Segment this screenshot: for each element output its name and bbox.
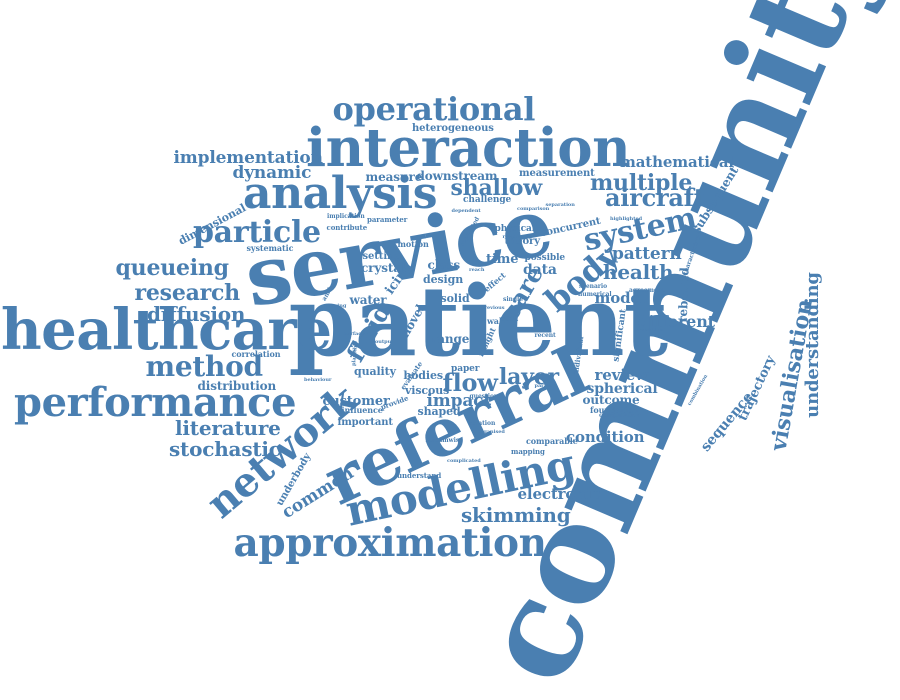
word-wall: wall: [487, 316, 505, 326]
word-condition: condition: [566, 427, 645, 446]
word-scenario: scenario: [579, 283, 608, 290]
word-performance: performance: [14, 379, 297, 426]
word-spherical: spherical: [586, 381, 658, 397]
word-stochastic: stochastic: [169, 437, 281, 461]
word-implication: implication: [327, 213, 365, 220]
word-impact: impact: [426, 390, 492, 411]
word-complicated: complicated: [447, 457, 481, 464]
word-time: time: [486, 251, 519, 267]
word-multiple: multiple: [590, 170, 693, 196]
word-possible: possible: [524, 252, 566, 263]
word-rotation: rotation: [468, 420, 496, 427]
word-correlation: correlation: [231, 349, 281, 359]
word-mapping: mapping: [511, 446, 545, 456]
word-researcher: researcher: [635, 326, 665, 333]
word-electronic: electronic: [517, 484, 601, 503]
word-crystal: crystal: [361, 261, 406, 275]
word-motion: motion: [397, 239, 429, 249]
word-shaped: shaped: [417, 404, 461, 418]
word-quality: quality: [354, 364, 396, 378]
word-previous: previous: [481, 304, 505, 311]
word-dynamic: dynamic: [232, 162, 312, 183]
word-diffusion: diffusion: [147, 302, 246, 326]
word-class: class: [427, 258, 461, 272]
word-design: design: [423, 272, 464, 286]
word-skimming: skimming: [461, 503, 571, 527]
word-parameter: parameter: [367, 214, 408, 224]
word-data: data: [523, 262, 557, 278]
word-approximation: approximation: [233, 519, 547, 566]
word-measure: measure: [365, 170, 423, 184]
word-outcome: outcome: [582, 393, 640, 407]
word-distribution: distribution: [197, 379, 277, 393]
word-influence: influence: [341, 405, 383, 415]
word-research: research: [134, 280, 241, 306]
word-reach: reach: [469, 266, 485, 273]
word-method: method: [145, 350, 264, 383]
word-measurement: measurement: [519, 168, 595, 179]
word-review: review: [594, 365, 649, 384]
word-comparison: comparison: [517, 205, 550, 212]
word-operational: operational: [332, 90, 536, 128]
word-important: important: [337, 417, 394, 428]
word-response: response: [502, 233, 528, 240]
word-separation: separation: [545, 201, 575, 208]
word-physical: physical: [494, 223, 536, 234]
word-health: health: [603, 260, 674, 284]
word-moving: moving: [326, 302, 347, 309]
word-single: single: [503, 296, 523, 303]
word-range: range: [431, 332, 470, 346]
word-solid: solid: [440, 291, 470, 305]
word-surface: surface: [344, 330, 365, 337]
word-understanding: understanding: [801, 272, 823, 418]
word-viscous: viscous: [405, 383, 450, 397]
word-particle: particle: [193, 215, 321, 250]
word-contribute: contribute: [326, 222, 368, 232]
word-output: output: [375, 338, 394, 345]
word-pattern: pattern: [612, 243, 682, 264]
word-literature: literature: [175, 416, 281, 440]
word-agreement: agreement: [629, 287, 665, 294]
word-organised: organised: [477, 428, 505, 435]
word-recent: recent: [534, 332, 556, 339]
word-healthcare: healthcare: [1, 297, 332, 363]
word-downstream: downstream: [416, 169, 498, 183]
word-theory: theory: [504, 236, 541, 247]
word-streamwise: streamwise: [425, 437, 463, 444]
word-numerical: numerical: [578, 291, 612, 298]
word-analysis: analysis: [243, 168, 438, 219]
word-model: model: [594, 288, 646, 307]
word-behaviour: behaviour: [304, 376, 332, 383]
word-heterogeneous: heterogeneous: [412, 123, 494, 134]
word-understand: understand: [397, 470, 442, 480]
word-setting: setting: [362, 251, 402, 262]
word-challenge: challenge: [463, 194, 512, 205]
word-queueing: queueing: [115, 255, 230, 281]
word-different: different: [637, 312, 716, 331]
word-dependent: dependent: [451, 207, 481, 214]
word-implementation: implementation: [173, 147, 323, 168]
word-flow: flow: [442, 368, 498, 397]
word-layer: layer: [499, 364, 559, 390]
word-mathematical: mathematical: [620, 152, 734, 171]
word-question: question: [469, 393, 499, 400]
word-computation: computation: [599, 412, 641, 419]
word-interaction: interaction: [306, 116, 631, 179]
word-foundation: foundation: [590, 405, 639, 415]
word-paper: paper: [451, 363, 480, 374]
word-comparable: comparable: [526, 436, 578, 446]
word-aircraft: aircraft: [605, 183, 705, 212]
word-shallow: shallow: [450, 175, 543, 201]
word-patient: patient: [288, 265, 669, 378]
word-parallel: parallel: [534, 382, 556, 389]
word-cost: cost: [500, 313, 519, 323]
word-bodies: bodies: [403, 368, 444, 382]
word-systematic: systematic: [246, 243, 294, 253]
word-water: water: [349, 293, 387, 307]
word-highlighted: highlighted: [610, 215, 643, 222]
word-customer: customer: [322, 393, 390, 409]
